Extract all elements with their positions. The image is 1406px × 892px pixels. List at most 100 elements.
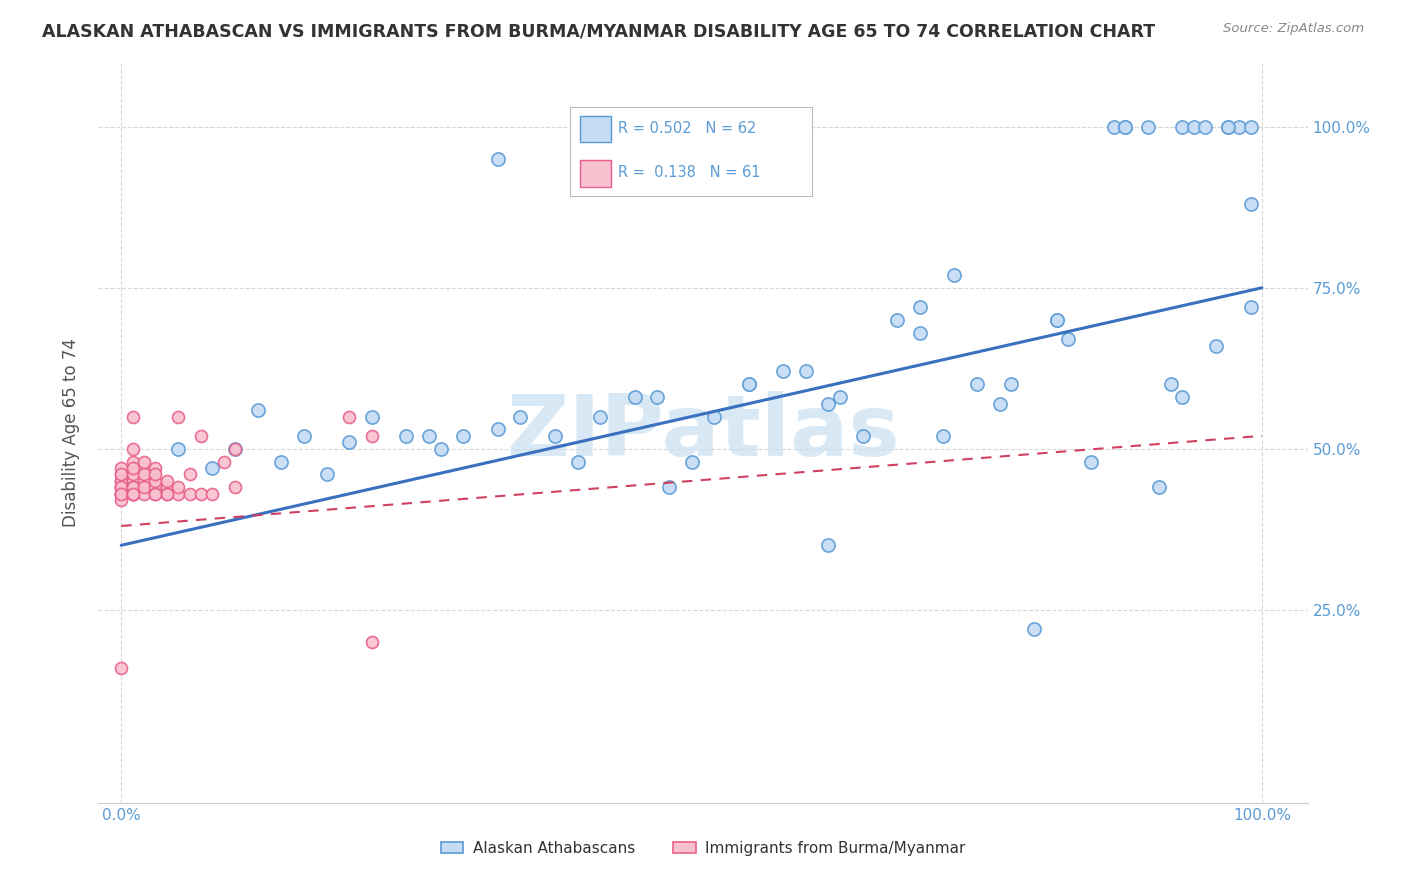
Point (110, 480, 132, 494)
Point (110, 461, 132, 475)
Point (132, 487, 155, 501)
Point (429, 442, 451, 456)
Point (121, 487, 143, 501)
Point (931, 429, 953, 443)
Text: ZIPatlas: ZIPatlas (506, 391, 900, 475)
Point (145, 474, 167, 488)
Point (1160, 377, 1182, 392)
Point (121, 487, 143, 501)
Point (121, 409, 143, 424)
Point (121, 461, 143, 475)
Point (167, 480, 190, 494)
Point (1046, 313, 1069, 327)
Point (110, 474, 132, 488)
Point (190, 429, 212, 443)
Point (1022, 622, 1045, 636)
Point (145, 480, 167, 494)
Point (942, 268, 965, 282)
Point (110, 480, 132, 494)
Point (828, 390, 851, 404)
Point (908, 326, 931, 340)
Point (486, 422, 509, 436)
Point (1114, 120, 1136, 134)
Point (145, 467, 167, 482)
Point (167, 487, 190, 501)
Point (647, 390, 669, 404)
Point (658, 480, 681, 494)
Point (794, 364, 817, 378)
Point (567, 454, 589, 468)
Point (817, 397, 839, 411)
Point (110, 487, 132, 501)
Point (132, 454, 155, 468)
Point (1000, 377, 1022, 392)
Point (212, 454, 235, 468)
Point (681, 454, 703, 468)
Point (966, 377, 988, 392)
Point (247, 403, 270, 417)
Point (1194, 120, 1216, 134)
Point (772, 364, 794, 378)
Point (292, 429, 315, 443)
Point (1171, 390, 1194, 404)
Point (167, 409, 190, 424)
Point (852, 429, 875, 443)
Point (145, 461, 167, 475)
Point (315, 467, 337, 482)
Point (418, 429, 440, 443)
Point (1114, 120, 1136, 134)
Point (179, 487, 201, 501)
Point (201, 487, 224, 501)
Point (361, 429, 384, 443)
Legend: Alaskan Athabascans, Immigrants from Burma/Myanmar: Alaskan Athabascans, Immigrants from Bur… (434, 835, 972, 862)
Point (224, 442, 246, 456)
Point (1171, 120, 1194, 134)
Point (623, 390, 645, 404)
Point (395, 429, 418, 443)
Point (703, 409, 725, 424)
Point (1239, 120, 1261, 134)
Point (361, 409, 384, 424)
Point (121, 454, 143, 468)
Point (201, 461, 224, 475)
Point (1239, 197, 1261, 211)
Point (167, 442, 190, 456)
Point (110, 474, 132, 488)
Point (361, 635, 384, 649)
Point (1182, 120, 1205, 134)
Point (1216, 120, 1239, 134)
Point (1102, 120, 1125, 134)
Point (886, 313, 908, 327)
Point (337, 435, 360, 450)
Point (988, 397, 1011, 411)
Point (121, 487, 143, 501)
Point (110, 660, 132, 674)
Point (1136, 120, 1159, 134)
Point (132, 467, 155, 482)
Point (132, 474, 155, 488)
Point (110, 487, 132, 501)
Point (156, 474, 179, 488)
Point (110, 487, 132, 501)
Point (1080, 454, 1102, 468)
Point (1239, 300, 1261, 314)
Text: Source: ZipAtlas.com: Source: ZipAtlas.com (1223, 22, 1364, 36)
Point (121, 474, 143, 488)
Point (121, 487, 143, 501)
Point (1216, 120, 1239, 134)
Point (110, 480, 132, 494)
Point (737, 377, 759, 392)
Point (121, 480, 143, 494)
Point (737, 377, 759, 392)
Point (337, 409, 360, 424)
Point (908, 300, 931, 314)
Point (190, 487, 212, 501)
Point (1205, 339, 1227, 353)
Point (132, 480, 155, 494)
Y-axis label: Disability Age 65 to 74: Disability Age 65 to 74 (62, 338, 80, 527)
Point (179, 467, 201, 482)
Point (224, 442, 246, 456)
Point (145, 487, 167, 501)
Point (132, 461, 155, 475)
Point (1227, 120, 1250, 134)
